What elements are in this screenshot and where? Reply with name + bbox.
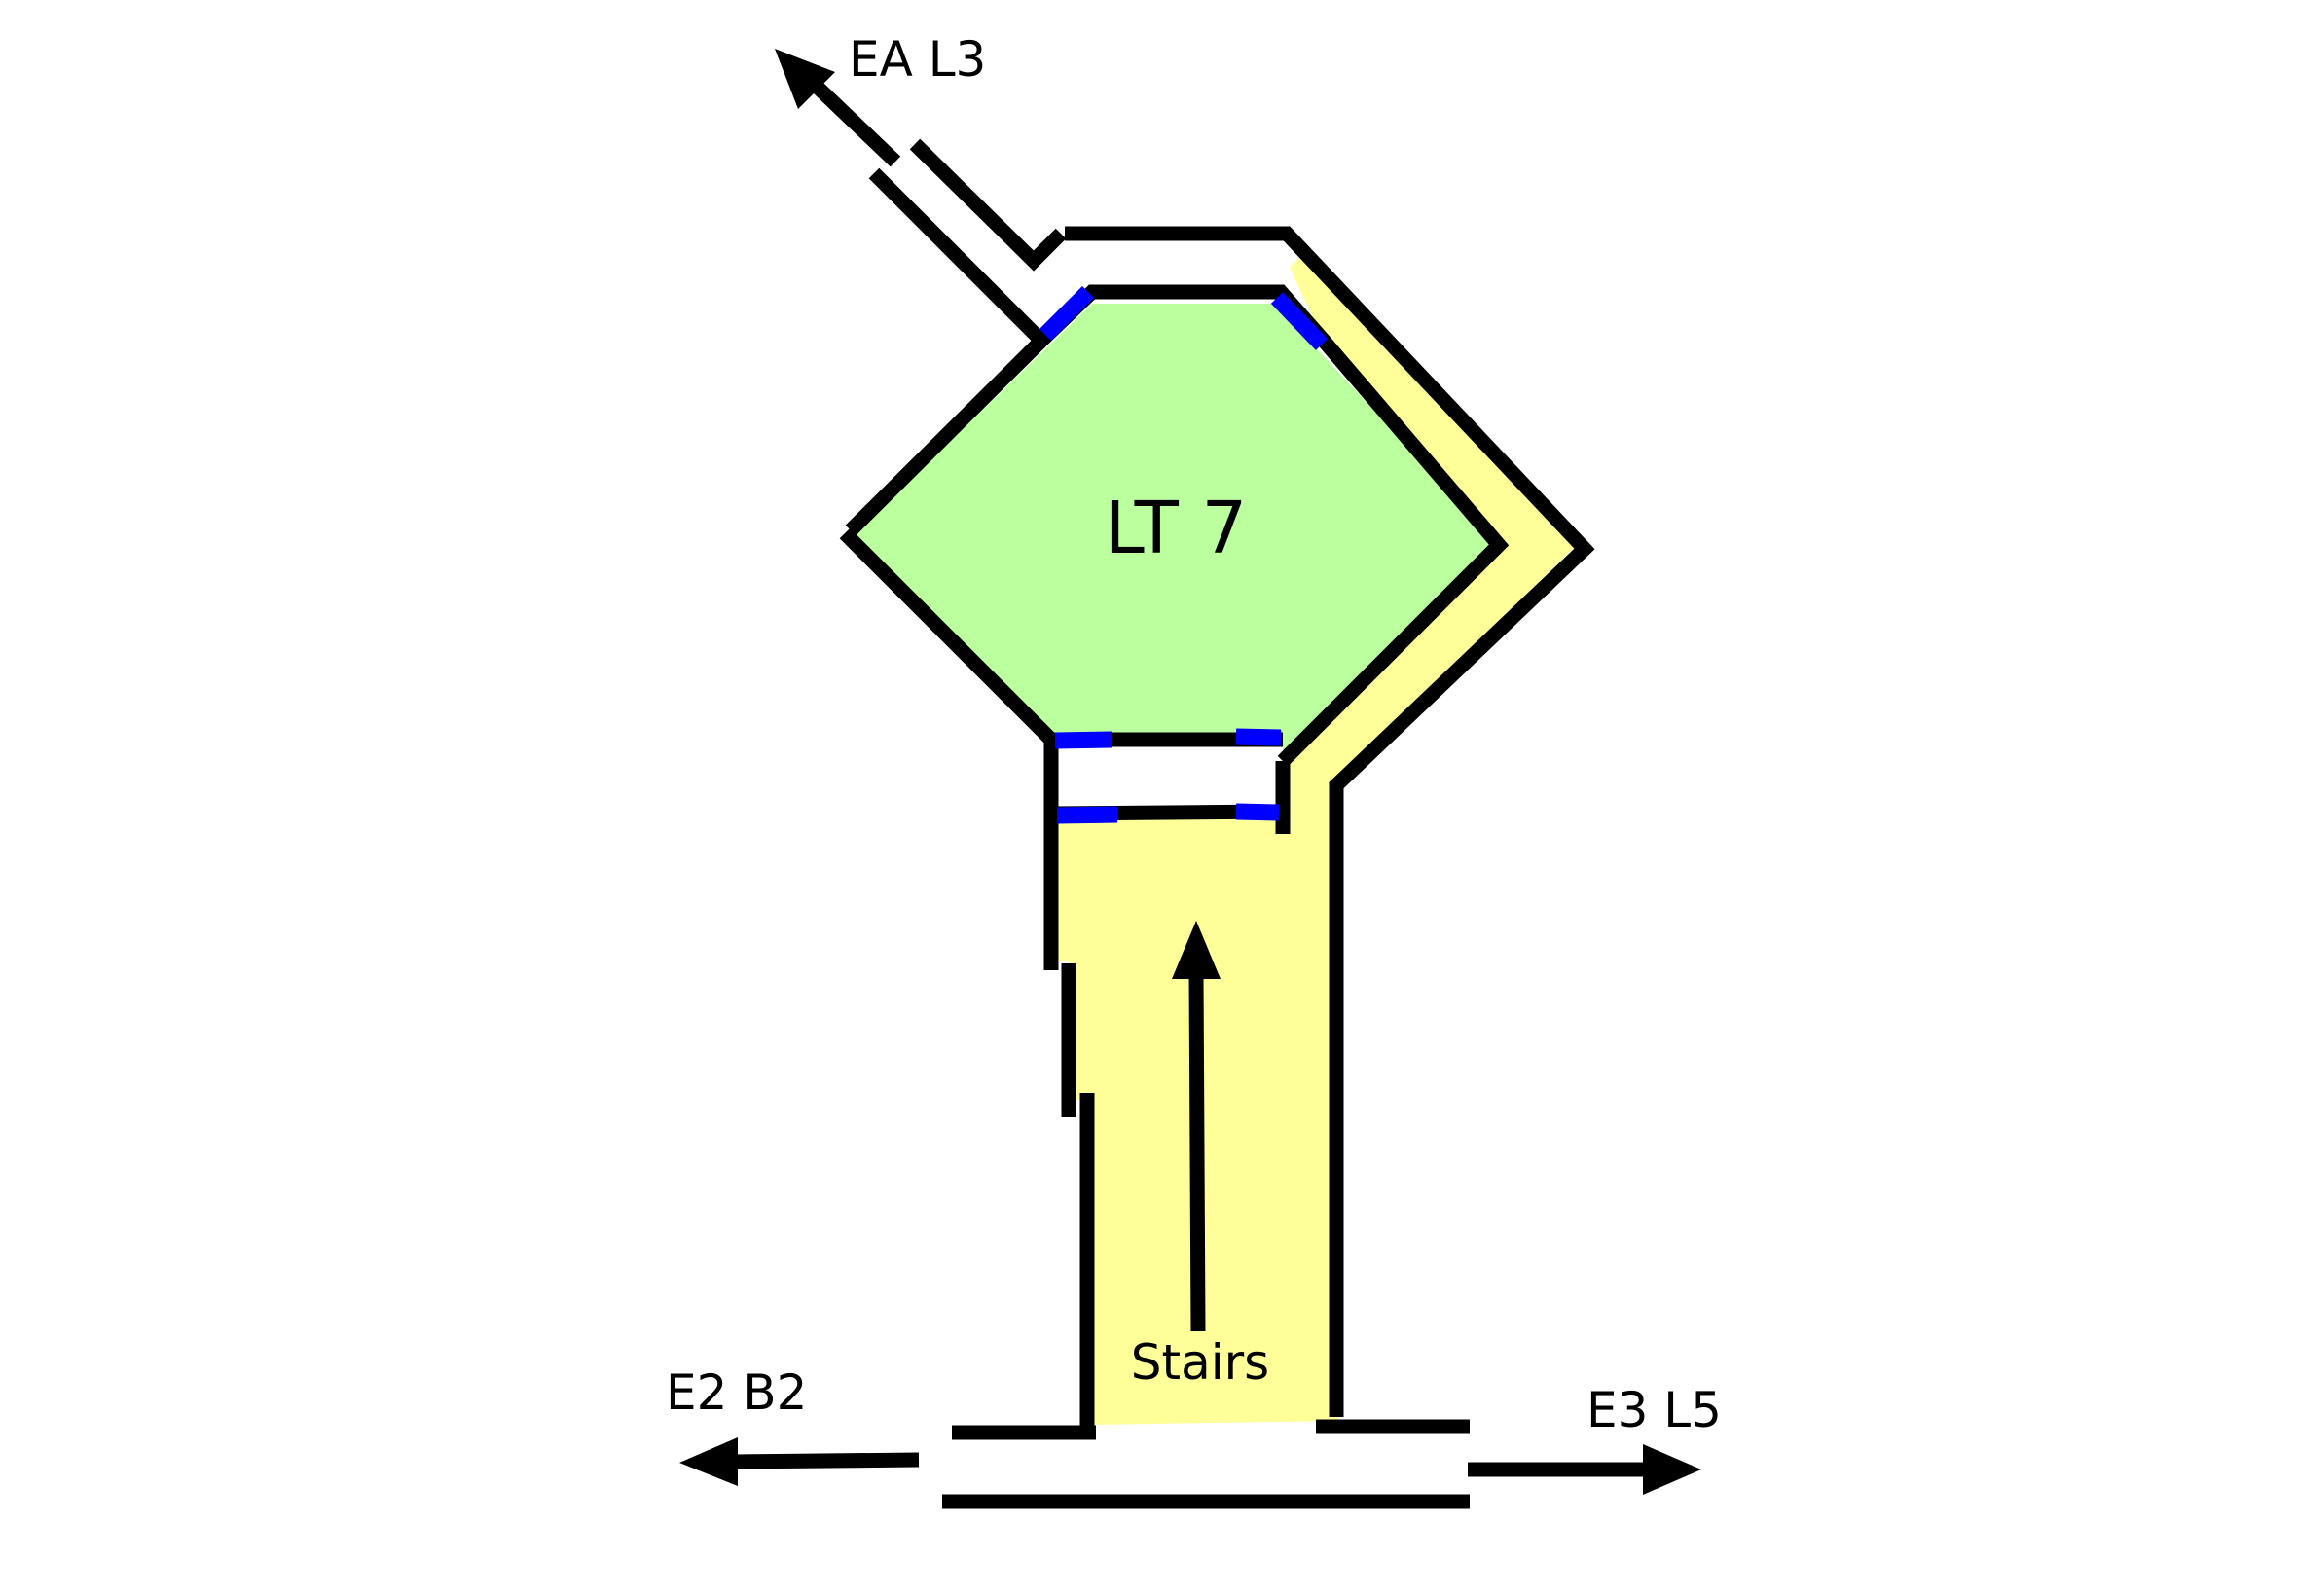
exit-right-label: E3 L5	[1586, 1382, 1722, 1438]
exit-top-arrow-shaft	[802, 72, 901, 167]
stairs-up-arrow-shaft	[1188, 972, 1206, 1332]
door-bottom-left-upper	[1054, 731, 1112, 749]
door-top-right	[1270, 292, 1329, 350]
exit-top-arrow	[775, 49, 901, 167]
door-top-left	[1039, 285, 1095, 342]
exit-top-label: EA L3	[849, 31, 986, 88]
lecture-theatre-room	[852, 304, 1499, 761]
door-bottom-right-upper	[1235, 728, 1282, 746]
room-label: LT 7	[1105, 487, 1248, 570]
wall-top-exit-outer	[909, 138, 1067, 272]
exit-top-arrow-head	[775, 49, 835, 109]
exit-left-arrow	[679, 1437, 920, 1486]
exit-left-label: E2 B2	[666, 1364, 807, 1421]
stairs-up-arrow	[1172, 921, 1221, 1332]
door-bottom-left-lower	[1056, 806, 1118, 824]
wall-room-left	[845, 335, 1047, 536]
stairs-label: Stairs	[1131, 1334, 1269, 1391]
wall-top-exit-inner	[868, 167, 1047, 346]
door-bottom-right-lower	[1235, 803, 1280, 821]
vestibule-area	[1051, 740, 1283, 814]
exit-left-arrow-head	[679, 1437, 738, 1486]
doors	[1039, 285, 1329, 824]
wall-upper-outer	[1065, 226, 1595, 1417]
exit-left-arrow-shaft	[731, 1452, 920, 1469]
stairs-up-arrow-head	[1172, 921, 1221, 979]
exit-right-arrow	[1468, 1444, 1701, 1495]
exit-right-arrow-head	[1643, 1444, 1701, 1495]
corridor-area	[1053, 255, 1577, 1425]
